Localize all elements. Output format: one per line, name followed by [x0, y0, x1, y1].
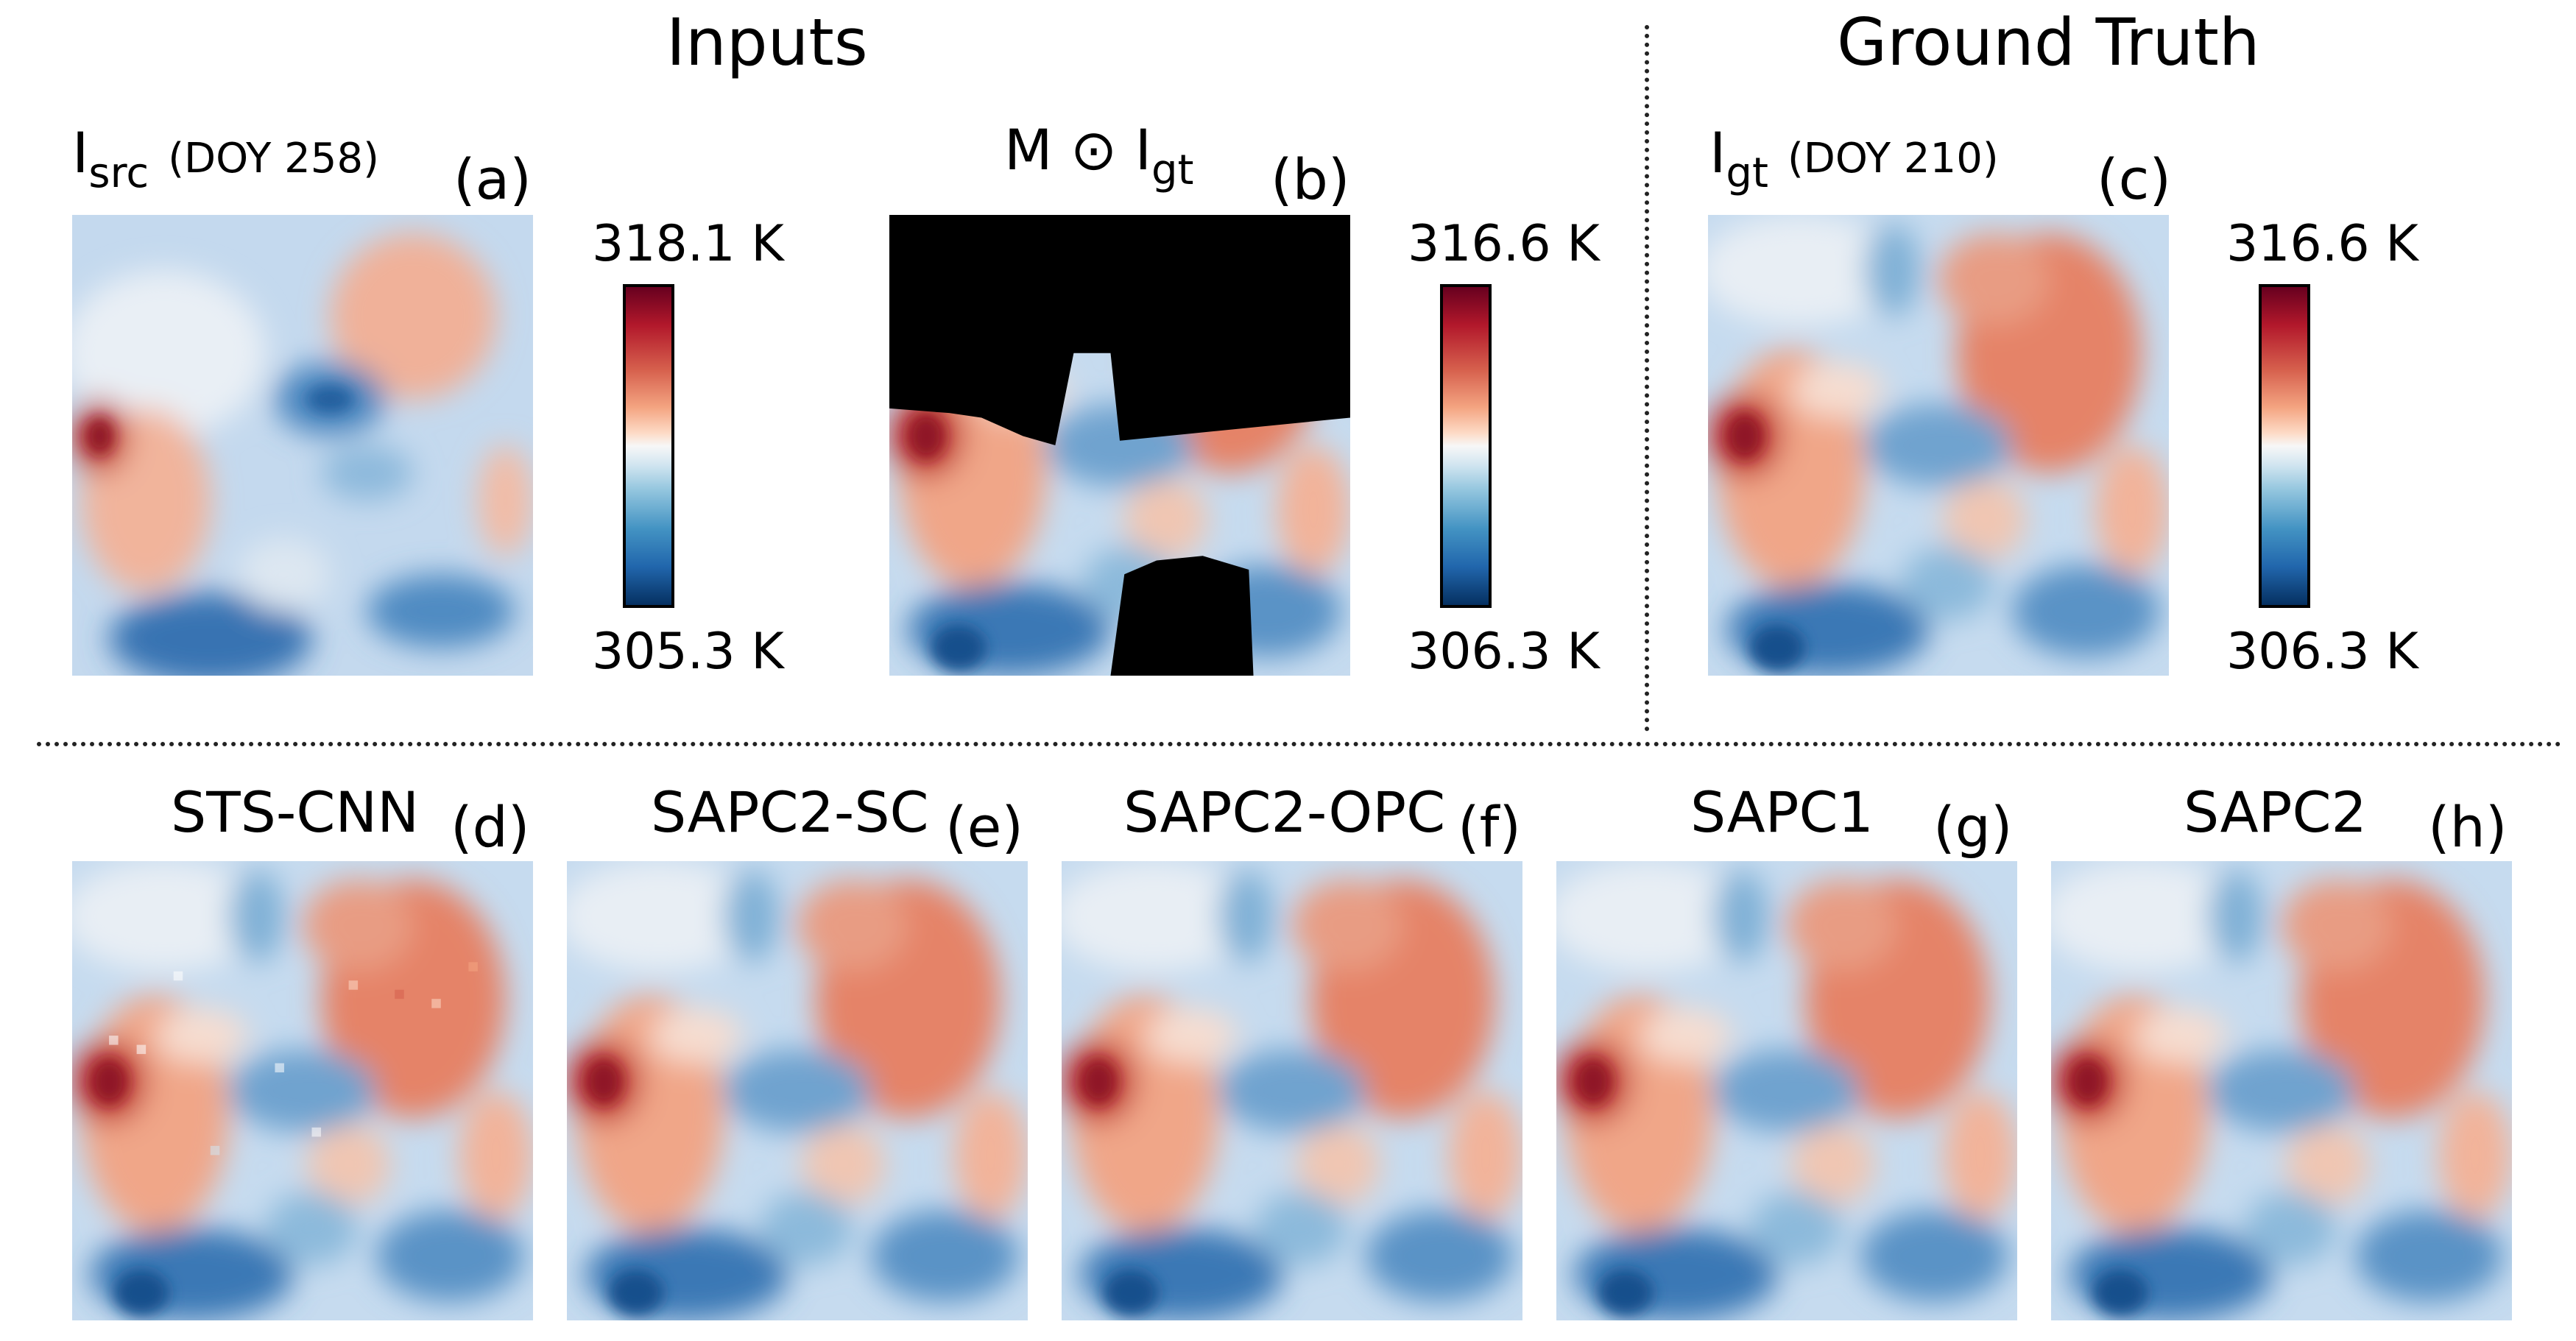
colorbar-1 [623, 284, 674, 608]
panel-d-title: STS-CNN [171, 779, 420, 845]
ground-truth-header: Ground Truth [1837, 4, 2260, 80]
panel-f-title: SAPC2-OPC [1123, 779, 1446, 845]
heatmap-c [1708, 215, 2169, 676]
mask-bottom-region [1110, 556, 1254, 676]
heatmap-g [1556, 861, 2017, 1320]
panel-b-letter: (b) [1271, 146, 1350, 212]
colorbar-2-min: 306.3 K [1408, 623, 1600, 681]
panel-g-title: SAPC1 [1690, 779, 1874, 845]
mask-top-region [889, 215, 1350, 445]
inputs-header: Inputs [666, 4, 868, 80]
panel-f-letter: (f) [1458, 794, 1522, 860]
panel-c-letter: (c) [2097, 146, 2172, 212]
panel-e-title: SAPC2-SC [651, 779, 929, 845]
heatmap-d [72, 861, 533, 1320]
colorbar-2-max: 316.6 K [1408, 215, 1600, 273]
heatmap-h [2051, 861, 2512, 1320]
panel-e-letter: (e) [945, 794, 1024, 860]
vertical-separator [1645, 25, 1649, 732]
colorbar-3-min: 306.3 K [2226, 623, 2418, 681]
panel-d-letter: (d) [451, 794, 530, 860]
heatmap-a [72, 215, 533, 676]
heatmap-e [567, 861, 1028, 1320]
panel-h-title: SAPC2 [2184, 779, 2367, 845]
colorbar-1-max: 318.1 K [592, 215, 784, 273]
panel-a-letter: (a) [454, 146, 532, 212]
colorbar-3-max: 316.6 K [2226, 215, 2418, 273]
panel-g-letter: (g) [1933, 794, 2013, 860]
colorbar-1-min: 305.3 K [592, 623, 784, 681]
heatmap-f [1062, 861, 1522, 1320]
colorbar-2 [1440, 284, 1492, 608]
heatmap-b [889, 215, 1350, 676]
colorbar-3 [2259, 284, 2310, 608]
panel-h-letter: (h) [2428, 794, 2508, 860]
panel-c-title: Igt (DOY 210) [1709, 120, 1999, 197]
panel-b-title: M ⊙ Igt [1004, 117, 1194, 194]
horizontal-separator [37, 742, 2562, 746]
panel-a-title: Isrc (DOY 258) [72, 120, 379, 197]
